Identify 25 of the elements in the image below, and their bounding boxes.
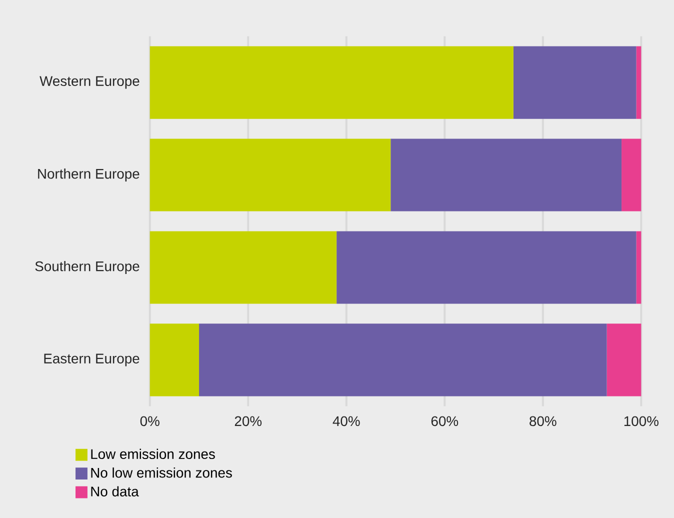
x-tick-label: 60% — [431, 416, 458, 426]
bar — [390, 138, 622, 212]
bar — [636, 231, 642, 304]
bar — [150, 46, 514, 119]
bar — [513, 46, 636, 119]
bar — [336, 231, 636, 304]
x-tick-label: 0% — [140, 416, 160, 426]
bar — [636, 46, 642, 119]
x-tick-label: 40% — [332, 416, 360, 426]
y-tick-label: Southern Europe — [35, 260, 140, 274]
y-tick-label: Western Europe — [40, 76, 140, 89]
bar — [150, 138, 391, 212]
bar — [150, 324, 200, 396]
bar — [199, 324, 607, 396]
bar — [622, 138, 642, 212]
legend-label: Low emission zones — [91, 448, 215, 459]
y-tick-label: Eastern Europe — [44, 354, 140, 366]
legend-label: No data — [91, 486, 139, 496]
y-tick-label: Northern Europe — [38, 168, 140, 182]
legend-label: No low emission zones — [91, 467, 232, 478]
x-tick-label: 100% — [624, 416, 658, 426]
x-tick-label: 80% — [530, 416, 556, 426]
bar — [150, 231, 337, 304]
x-tick-label: 20% — [234, 416, 262, 426]
bar — [606, 324, 642, 396]
